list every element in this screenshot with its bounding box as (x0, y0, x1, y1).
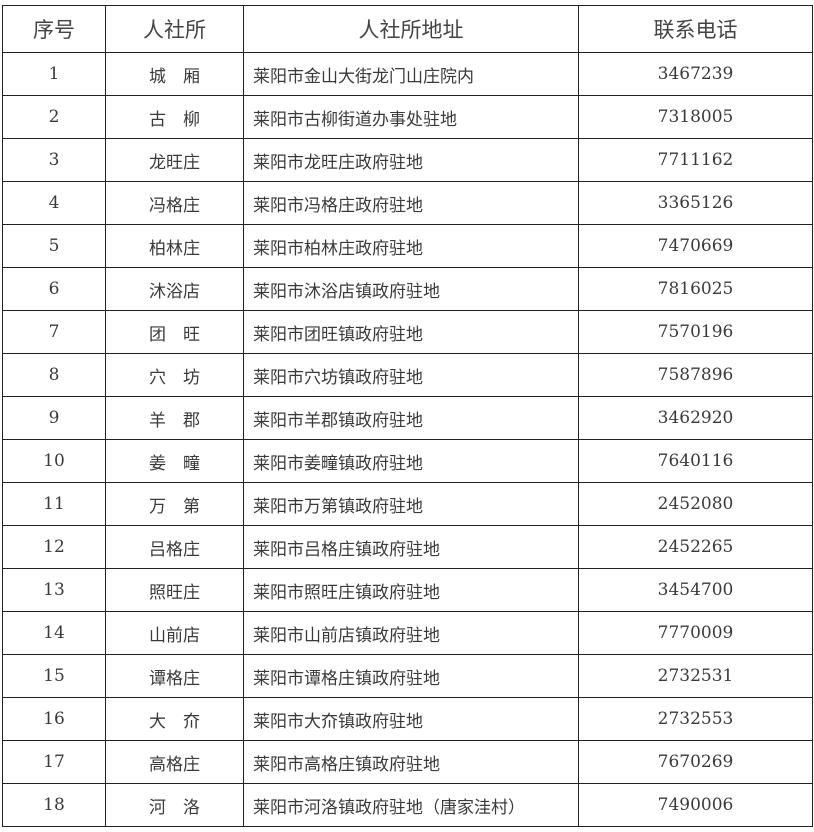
cell-address: 莱阳市金山大街龙门山庄院内 (243, 52, 579, 96)
cell-office: 柏林庄 (105, 224, 244, 268)
cell-phone: 7490006 (578, 783, 813, 827)
table-row: 13 照旺庄 莱阳市照旺庄镇政府驻地 3454700 (2, 568, 813, 612)
cell-number: 2 (2, 95, 106, 139)
cell-address: 莱阳市穴坊镇政府驻地 (243, 353, 579, 397)
cell-address: 莱阳市山前店镇政府驻地 (243, 611, 579, 655)
cell-phone: 2452265 (578, 525, 813, 569)
table-row: 18 河 洛莱阳市河洛镇政府驻地（唐家洼村） 7490006 (2, 783, 813, 827)
cell-number: 8 (2, 353, 106, 397)
cell-number: 6 (2, 267, 106, 311)
cell-phone: 7640116 (578, 439, 813, 483)
cell-address: 莱阳市冯格庄政府驻地 (243, 181, 579, 225)
cell-office: 穴 坊 (105, 353, 244, 397)
cell-number: 11 (2, 482, 106, 526)
cell-address: 莱阳市大夼镇政府驻地 (243, 697, 579, 741)
cell-office: 山前店 (105, 611, 244, 655)
cell-office: 谭格庄 (105, 654, 244, 698)
cell-number: 15 (2, 654, 106, 698)
cell-number: 7 (2, 310, 106, 354)
table-row: 4 冯格庄 莱阳市冯格庄政府驻地 3365126 (2, 181, 813, 225)
table-row: 6 沐浴店 莱阳市沐浴店镇政府驻地 7816025 (2, 267, 813, 311)
cell-office: 吕格庄 (105, 525, 244, 569)
cell-number: 18 (2, 783, 106, 827)
cell-phone: 3462920 (578, 396, 813, 440)
cell-number: 14 (2, 611, 106, 655)
cell-address: 莱阳市河洛镇政府驻地（唐家洼村） (243, 783, 579, 827)
cell-number: 16 (2, 697, 106, 741)
cell-phone: 7587896 (578, 353, 813, 397)
cell-address: 莱阳市谭格庄镇政府驻地 (243, 654, 579, 698)
header-number: 序号 (2, 5, 106, 53)
table-row: 5 柏林庄 莱阳市柏林庄政府驻地 7470669 (2, 224, 813, 268)
cell-phone: 7711162 (578, 138, 813, 182)
cell-number: 13 (2, 568, 106, 612)
cell-office: 城 厢 (105, 52, 244, 96)
cell-address: 莱阳市沐浴店镇政府驻地 (243, 267, 579, 311)
cell-phone: 7318005 (578, 95, 813, 139)
cell-office: 姜 疃 (105, 439, 244, 483)
cell-office: 照旺庄 (105, 568, 244, 612)
cell-office: 大 夼 (105, 697, 244, 741)
cell-office: 羊 郡 (105, 396, 244, 440)
header-office: 人社所 (105, 5, 244, 53)
table-row: 11 万 第莱阳市万第镇政府驻地 2452080 (2, 482, 813, 526)
table-row: 16 大 夼莱阳市大夼镇政府驻地 2732553 (2, 697, 813, 741)
cell-office: 团 旺 (105, 310, 244, 354)
header-phone: 联系电话 (578, 5, 813, 53)
cell-number: 12 (2, 525, 106, 569)
cell-number: 1 (2, 52, 106, 96)
cell-phone: 2452080 (578, 482, 813, 526)
cell-number: 9 (2, 396, 106, 440)
cell-address: 莱阳市羊郡镇政府驻地 (243, 396, 579, 440)
cell-office: 河 洛 (105, 783, 244, 827)
header-address: 人社所地址 (243, 5, 579, 53)
header-row: 序号 人社所 人社所地址 联系电话 (2, 5, 813, 53)
cell-number: 4 (2, 181, 106, 225)
cell-office: 古 柳 (105, 95, 244, 139)
table-row: 10 姜 疃莱阳市姜疃镇政府驻地 7640116 (2, 439, 813, 483)
cell-address: 莱阳市照旺庄镇政府驻地 (243, 568, 579, 612)
cell-number: 5 (2, 224, 106, 268)
cell-address: 莱阳市团旺镇政府驻地 (243, 310, 579, 354)
table-row: 17 高格庄 莱阳市高格庄镇政府驻地 7670269 (2, 740, 813, 784)
cell-address: 莱阳市龙旺庄政府驻地 (243, 138, 579, 182)
cell-phone: 3365126 (578, 181, 813, 225)
cell-number: 17 (2, 740, 106, 784)
table-row: 3 龙旺庄 莱阳市龙旺庄政府驻地 7711162 (2, 138, 813, 182)
cell-office: 万 第 (105, 482, 244, 526)
table-row: 15 谭格庄 莱阳市谭格庄镇政府驻地 2732531 (2, 654, 813, 698)
cell-phone: 3467239 (578, 52, 813, 96)
cell-address: 莱阳市吕格庄镇政府驻地 (243, 525, 579, 569)
table-row: 14 山前店 莱阳市山前店镇政府驻地 7770009 (2, 611, 813, 655)
cell-address: 莱阳市古柳街道办事处驻地 (243, 95, 579, 139)
cell-phone: 7470669 (578, 224, 813, 268)
table-row: 12 吕格庄 莱阳市吕格庄镇政府驻地 2452265 (2, 525, 813, 569)
cell-office: 高格庄 (105, 740, 244, 784)
cell-phone: 7816025 (578, 267, 813, 311)
cell-office: 冯格庄 (105, 181, 244, 225)
cell-number: 10 (2, 439, 106, 483)
cell-office: 沐浴店 (105, 267, 244, 311)
cell-address: 莱阳市姜疃镇政府驻地 (243, 439, 579, 483)
cell-office: 龙旺庄 (105, 138, 244, 182)
cell-address: 莱阳市万第镇政府驻地 (243, 482, 579, 526)
cell-phone: 7770009 (578, 611, 813, 655)
cell-phone: 3454700 (578, 568, 813, 612)
cell-phone: 7670269 (578, 740, 813, 784)
cell-phone: 2732531 (578, 654, 813, 698)
cell-number: 3 (2, 138, 106, 182)
cell-address: 莱阳市柏林庄政府驻地 (243, 224, 579, 268)
cell-phone: 7570196 (578, 310, 813, 354)
cell-phone: 2732553 (578, 697, 813, 741)
cell-address: 莱阳市高格庄镇政府驻地 (243, 740, 579, 784)
